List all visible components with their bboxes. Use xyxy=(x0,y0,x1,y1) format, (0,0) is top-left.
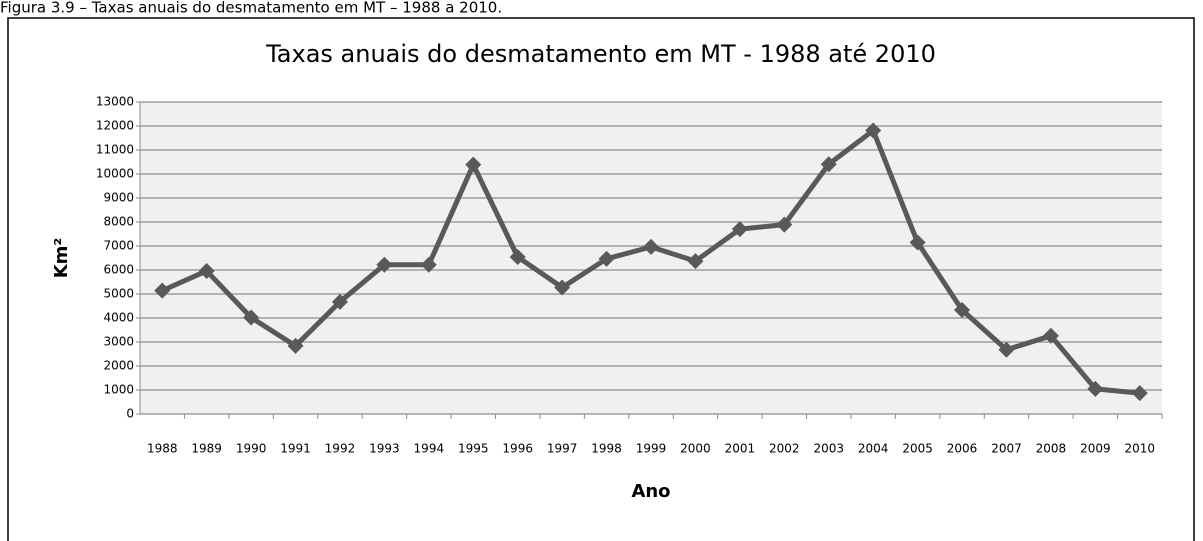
point-marker xyxy=(243,309,260,326)
point-marker xyxy=(465,156,482,173)
y-tick-label: 4000 xyxy=(103,311,134,325)
y-tick-label: 0 xyxy=(126,407,134,421)
y-axis-title: Km² xyxy=(51,238,72,279)
x-tick-label: 2008 xyxy=(1036,442,1067,456)
x-tick-label: 1989 xyxy=(191,442,222,456)
point-marker xyxy=(154,282,171,299)
point-marker xyxy=(731,221,748,238)
x-tick-label: 1998 xyxy=(591,442,622,456)
point-marker xyxy=(998,341,1015,358)
y-tick-label: 1000 xyxy=(103,383,134,397)
x-tick-label: 1990 xyxy=(236,442,267,456)
x-tick-label: 2002 xyxy=(769,442,800,456)
y-tick-label: 2000 xyxy=(103,359,134,373)
y-tick-label: 12000 xyxy=(96,119,134,133)
y-tick-label: 13000 xyxy=(96,95,134,109)
point-marker xyxy=(198,262,215,279)
point-marker xyxy=(1087,380,1104,397)
point-marker xyxy=(287,337,304,354)
point-marker xyxy=(776,216,793,233)
point-marker xyxy=(376,256,393,273)
x-tick-label: 2006 xyxy=(947,442,978,456)
x-tick-label: 2003 xyxy=(813,442,844,456)
y-tick-label: 7000 xyxy=(103,239,134,253)
y-tick-label: 11000 xyxy=(96,143,134,157)
x-axis-title: Ano xyxy=(631,481,670,502)
point-marker xyxy=(554,279,571,296)
point-marker xyxy=(643,238,659,255)
point-marker xyxy=(509,248,526,265)
x-tick-label: 2005 xyxy=(902,442,933,456)
y-tick-label: 10000 xyxy=(96,167,134,181)
x-tick-label: 2000 xyxy=(680,442,711,456)
x-tick-label: 2001 xyxy=(725,442,756,456)
x-tick-label: 1994 xyxy=(414,442,445,456)
y-tick-label: 6000 xyxy=(103,263,134,277)
y-tick-label: 3000 xyxy=(103,335,134,349)
y-tick-label: 8000 xyxy=(103,215,134,229)
point-marker xyxy=(865,122,882,139)
plot-area xyxy=(140,102,1162,414)
point-marker xyxy=(598,250,615,267)
x-tick-label: 2004 xyxy=(858,442,889,456)
x-tick-label: 2009 xyxy=(1080,442,1111,456)
x-tick-label: 1993 xyxy=(369,442,400,456)
x-tick-label: 1988 xyxy=(147,442,178,456)
y-tick-label: 9000 xyxy=(103,191,134,205)
x-tick-label: 1995 xyxy=(458,442,489,456)
point-marker xyxy=(420,256,437,273)
caption: Figura 3.9 – Taxas anuais do desmatament… xyxy=(0,0,502,17)
point-marker xyxy=(687,253,704,270)
chart-title: Taxas anuais do desmatamento em MT - 198… xyxy=(265,40,936,68)
point-marker xyxy=(331,293,348,310)
x-tick-label: 1996 xyxy=(502,442,533,456)
x-tick-label: 1992 xyxy=(325,442,356,456)
x-tick-label: 1997 xyxy=(547,442,578,456)
point-marker xyxy=(954,302,971,319)
point-marker xyxy=(1131,385,1148,402)
point-marker xyxy=(1042,327,1059,344)
x-tick-label: 1991 xyxy=(280,442,311,456)
x-tick-label: 2010 xyxy=(1125,442,1156,456)
x-tick-label: 1999 xyxy=(636,442,667,456)
y-tick-label: 5000 xyxy=(103,287,134,301)
point-marker xyxy=(820,156,837,173)
point-marker xyxy=(909,234,926,251)
x-tick-label: 2007 xyxy=(991,442,1022,456)
